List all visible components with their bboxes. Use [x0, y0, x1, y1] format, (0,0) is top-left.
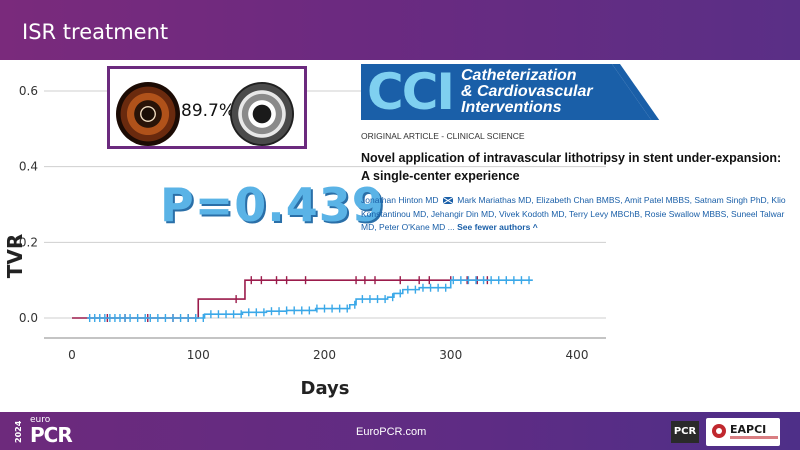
footer-euro-text: euro	[30, 415, 51, 425]
x-tick-label: 200	[313, 348, 336, 362]
article-title: Novel application of intravascular litho…	[361, 151, 782, 183]
series-line	[72, 279, 489, 319]
y-tick-label: 0.0	[19, 311, 38, 325]
oct-image-after	[230, 82, 294, 146]
p-value: P=0.439	[160, 178, 385, 232]
other-authors[interactable]: Mark Mariathas MD, Elizabeth Chan BMBS, …	[361, 195, 786, 232]
chart-series	[72, 276, 533, 322]
x-tick-label: 100	[187, 348, 210, 362]
x-axis-label: Days	[301, 378, 350, 399]
slide-title: ISR treatment	[22, 20, 169, 44]
journal-name-line3: Interventions	[461, 99, 562, 116]
banner-stripe	[612, 64, 792, 120]
journal-name-line1: Catheterization	[461, 67, 577, 84]
expansion-percentage: 89.7%	[181, 101, 236, 121]
heart-icon	[712, 424, 726, 438]
x-tick-label: 400	[566, 348, 589, 362]
footer-year: 2024	[14, 420, 23, 444]
x-tick-label: 0	[68, 348, 76, 362]
eapci-text: EAPCI	[730, 423, 767, 436]
footer-url[interactable]: EuroPCR.com	[356, 426, 427, 438]
first-author[interactable]: Jonathan Hinton MD	[361, 195, 439, 205]
journal-name-line2: & Cardiovascular	[461, 83, 593, 100]
email-icon[interactable]	[442, 197, 453, 205]
europcr-logo: PCR	[30, 423, 73, 447]
journal-name: Catheterization & Cardiovascular Interve…	[461, 68, 593, 116]
journal-banner: CCI Catheterization & Cardiovascular Int…	[361, 64, 792, 120]
x-tick-label: 300	[439, 348, 462, 362]
series-blue	[87, 276, 533, 322]
footer-bar	[0, 412, 800, 450]
y-tick-label: 0.2	[19, 235, 38, 249]
author-list: Jonathan Hinton MD Mark Mariathas MD, El…	[361, 194, 791, 235]
title-bar	[0, 0, 800, 60]
y-axis-label: TVR	[3, 234, 27, 279]
article-type: ORIGINAL ARTICLE - CLINICAL SCIENCE	[361, 131, 525, 141]
y-tick-label: 0.4	[19, 160, 38, 174]
oct-images-panel: 89.7%	[107, 66, 307, 149]
pcr-badge-logo: PCR	[671, 421, 699, 443]
see-fewer-authors-link[interactable]: See fewer authors ^	[457, 222, 538, 232]
journal-logo: CCI	[367, 64, 455, 120]
chart-tick-labels: 0.0 0.2 0.4 0.6 0 100 200 300 400	[19, 84, 589, 362]
eapci-subtitle-line	[730, 436, 778, 439]
y-tick-label: 0.6	[19, 84, 38, 98]
series-line	[87, 279, 533, 319]
oct-image-before	[116, 82, 180, 146]
eapci-logo: EAPCI	[706, 418, 780, 446]
series-red	[72, 276, 489, 322]
km-chart: 0.0 0.2 0.4 0.6 0 100 200 300 400 TVR Days	[3, 84, 606, 399]
